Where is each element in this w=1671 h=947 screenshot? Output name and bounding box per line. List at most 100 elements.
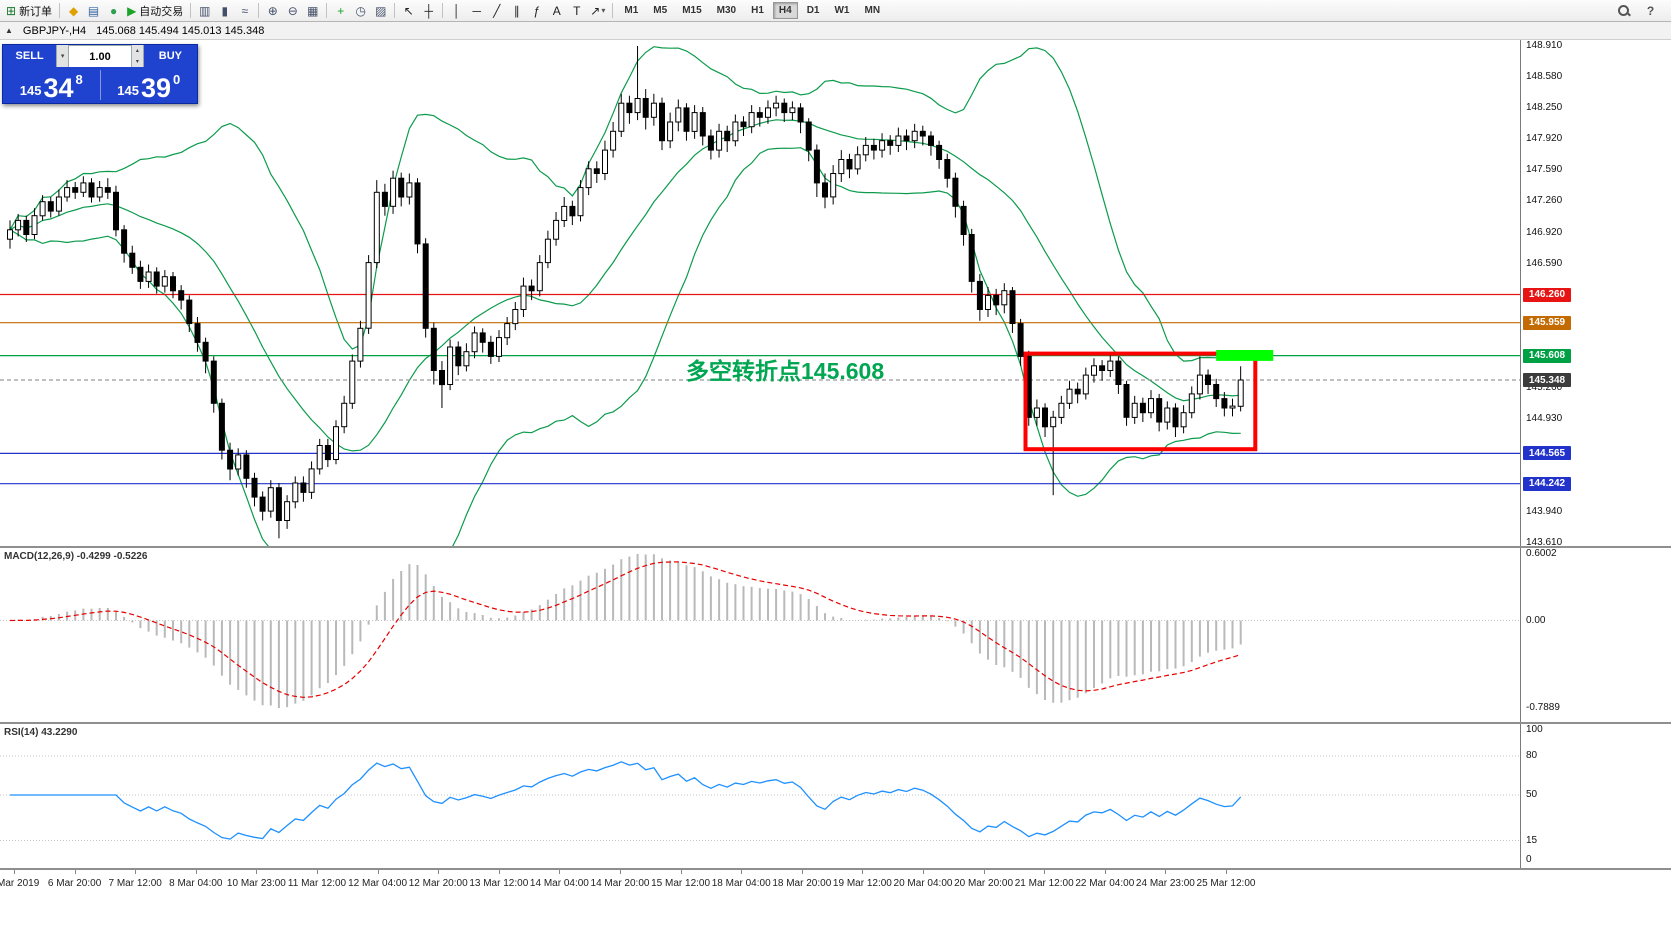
chart-window-icon: ▲ [5,26,13,35]
globe-icon: ● [109,3,118,18]
lot-size-input[interactable] [69,45,131,67]
time-axis[interactable]: 5 Mar 2019 6 Mar 20:00 7 Mar 12:00 8 Mar 04… [0,868,1671,898]
pivot-annotation-text[interactable]: 多空转折点145.608 [686,358,885,384]
toolbar: ⊞ 新订单 ◆ ▤ ● ▶ 自动交易 ▥ ▮ ≈ ⊕ ⊖ ▦ + ◷ ▨ ↖ ┼ │ ─ ╱ ∥ ƒ A T ↗ ▾ M1 M5 M15 M… [0,0,1671,22]
timeframe-m1-button[interactable]: M1 [624,5,639,16]
fibonacci-icon: ƒ [533,3,541,18]
dropdown-caret-icon: ▾ [601,6,606,15]
macd-chart[interactable] [0,548,1520,722]
timeframe-h4-button[interactable]: H4 [772,2,798,19]
lot-dropdown-button[interactable]: ▾ [56,45,69,67]
price-badge-144.565: 144.565 [1523,446,1571,461]
bar-chart-button[interactable]: ▥ [195,1,214,20]
metaeditor-button[interactable]: ◆ [64,1,83,20]
text-button[interactable]: A [547,1,566,20]
ask-price-prefix: 145 [117,83,139,98]
date-label: 12 Mar 20:00 [408,878,468,889]
market-watch-button[interactable]: ▤ [84,1,103,20]
crosshair-button[interactable]: ┼ [419,1,438,20]
time-tick [498,870,500,874]
date-label: 14 Mar 20:00 [590,878,650,889]
periods-button[interactable]: ◷ [351,1,370,20]
date-label: 24 Mar 23:00 [1135,878,1195,889]
label-button[interactable]: T [567,1,586,20]
timeframe-m30-button[interactable]: M30 [716,5,737,16]
time-tick [256,870,258,874]
panel-separator[interactable] [0,546,1671,548]
bollinger-lower-band [9,147,1241,546]
vertical-line-button[interactable]: │ [447,1,466,20]
line-chart-icon: ≈ [241,3,249,18]
ask-price-pipette: 0 [173,72,181,87]
trade-panel-controls: SELL ▾ ▴ ▾ BUY [3,45,197,67]
lot-spinner[interactable]: ▴ ▾ [131,45,144,67]
cursor-button[interactable]: ↖ [399,1,418,20]
horizontal-line-button[interactable]: ─ [467,1,486,20]
metaeditor-icon: ◆ [68,3,79,18]
sell-button[interactable]: SELL [3,45,57,67]
timeframe-m5-button[interactable]: M5 [653,5,668,16]
bollinger-bands [9,46,1241,546]
crosshair-icon: ┼ [424,3,434,18]
price-tick-label: 147.590 [1526,163,1563,175]
chart-window-titlebar: ▲ GBPJPY-,H4 145.068 145.494 145.013 145… [0,22,1671,40]
date-label: 14 Mar 04:00 [529,878,589,889]
rsi-label: RSI(14) 43.2290 [4,727,78,738]
search-button[interactable] [1614,1,1633,20]
trade-panel-prices: 145 34 8 145 39 0 [3,67,197,103]
toolbar-separator [190,3,192,18]
autotrading-play-icon: ▶ [127,3,137,18]
rsi-chart[interactable] [0,724,1520,868]
price-tick-label: 144.930 [1526,413,1563,425]
new-order-button-label: 新订单 [19,5,53,18]
price-axis[interactable]: 148.910 148.580 148.250 147.920 147.590 147.2… [1520,40,1671,548]
time-tick [14,870,15,874]
new-order-button[interactable]: ⊞ 新订单 [3,1,55,20]
timeframe-d1-button[interactable]: D1 [806,5,820,16]
candlestick-chart-icon: ▮ [221,3,229,18]
templates-icon: ▨ [375,3,387,18]
community-button[interactable]: ● [104,1,123,20]
fibonacci-button[interactable]: ƒ [527,1,546,20]
time-tick [135,870,137,874]
trendline-button[interactable]: ╱ [487,1,506,20]
cursor-icon: ↖ [403,3,414,18]
templates-button[interactable]: ▨ [371,1,390,20]
macd-panel [0,548,1520,722]
panel-separator[interactable] [0,722,1671,724]
date-label: 20 Mar 20:00 [954,878,1014,889]
macd-signal-line [9,561,1241,698]
price-tick-label: 145.260 [1526,382,1563,394]
time-tick [1104,870,1106,874]
channel-button[interactable]: ∥ [507,1,526,20]
autotrading-button[interactable]: ▶ 自动交易 [124,1,186,20]
red-rectangle-drawing[interactable] [1023,351,1258,452]
line-chart-button[interactable]: ≈ [235,1,254,20]
help-button[interactable]: ? [1641,1,1660,20]
price-badge-145.608: 145.608 [1523,348,1571,363]
time-tick [680,870,682,874]
tile-windows-button[interactable]: ▦ [303,1,322,20]
arrows-button[interactable]: ↗ ▾ [587,1,608,20]
macd-scale-label: -0.7889 [1526,702,1560,713]
zoom-in-button[interactable]: ⊕ [263,1,282,20]
date-label: 5 Mar 2019 [0,878,40,889]
timeframe-mn-button[interactable]: MN [864,5,881,16]
indicators-icon: + [337,3,345,18]
timeframe-h1-button[interactable]: H1 [751,5,764,16]
zoom-out-button[interactable]: ⊖ [283,1,302,20]
chart-title-symbol: GBPJPY-,H4 [22,24,87,37]
buy-button[interactable]: BUY [143,45,197,67]
price-chart[interactable] [0,40,1520,546]
macd-scale-label: 0.00 [1526,614,1546,626]
horizontal-line-icon: ─ [472,3,482,18]
bid-price-display[interactable]: 145 34 8 [3,67,100,103]
date-label: 25 Mar 12:00 [1196,878,1256,889]
indicators-button[interactable]: + [331,1,350,20]
timeframe-w1-button[interactable]: W1 [834,5,850,16]
timeframe-m15-button[interactable]: M15 [682,5,702,16]
ask-price-display[interactable]: 145 39 0 [101,67,198,103]
candlestick-chart-button[interactable]: ▮ [215,1,234,20]
trendline-icon: ╱ [493,3,501,18]
green-highlight-drawing[interactable] [1216,350,1274,361]
